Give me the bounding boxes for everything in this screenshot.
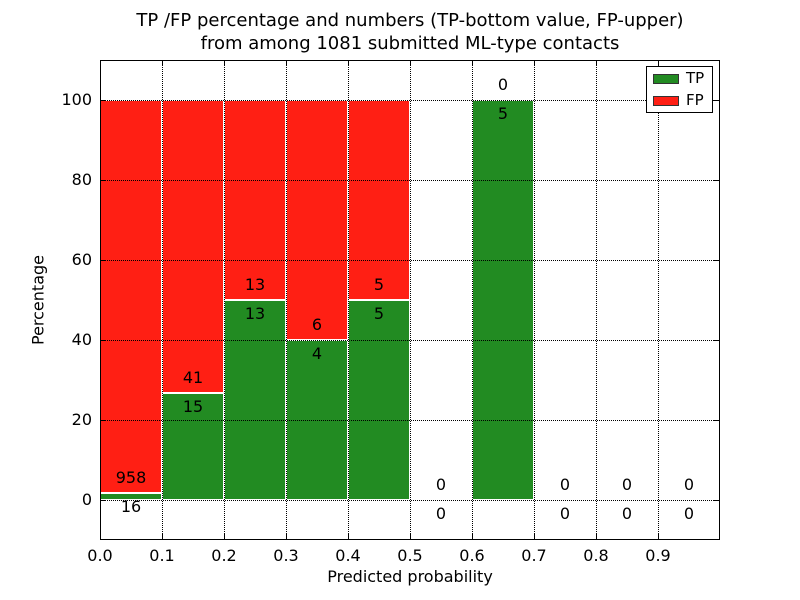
tp-count-label: 0 [435,504,447,523]
fp-bar-segment [286,100,348,340]
y-tick-mark [714,260,720,262]
tp-count-label: 0 [621,504,633,523]
x-axis-label: Predicted probability [327,567,493,586]
y-tick-mark [714,500,720,502]
x-gridline [596,60,597,540]
fp-bar-segment [162,100,224,393]
fp-count-label: 13 [244,275,266,294]
x-tick-mark [596,534,598,540]
tp-count-label: 0 [559,504,571,523]
fp-bar-segment [100,100,162,494]
x-gridline [348,60,349,540]
tp-bar-segment [348,300,410,500]
fp-count-label: 958 [115,468,147,488]
x-tick-mark [534,60,536,66]
x-gridline [472,60,473,540]
y-tick-mark [100,340,106,342]
x-tick-label: 0.3 [273,546,299,565]
fp-count-label: 41 [182,367,204,387]
legend-swatch-tp [653,73,679,84]
x-tick-mark [100,60,102,66]
fp-count-label: 0 [683,475,695,494]
x-tick-mark [410,60,412,66]
y-tick-mark [100,100,106,102]
legend-label: FP [686,91,704,109]
legend: TP FP [646,66,713,113]
x-tick-mark [658,534,660,540]
chart-title-line2: from among 1081 submitted ML-type contac… [200,33,620,54]
x-tick-label: 0.0 [87,546,113,565]
fp-count-label: 5 [373,275,385,294]
x-tick-mark [224,60,226,66]
fp-bar-segment [224,100,286,300]
y-tick-label: 20 [71,410,92,429]
x-tick-mark [100,534,102,540]
x-tick-mark [224,534,226,540]
fp-count-label: 0 [497,75,509,94]
x-gridline [534,60,535,540]
fp-bar-segment [348,100,410,300]
legend-item: FP [653,93,706,108]
x-tick-label: 0.4 [335,546,361,565]
y-tick-mark [714,420,720,422]
y-tick-mark [100,180,106,182]
tp-count-label: 13 [244,304,266,323]
fp-count-label: 0 [621,475,633,494]
x-gridline [658,60,659,540]
x-tick-mark [286,60,288,66]
x-gridline [410,60,411,540]
x-tick-mark [596,60,598,66]
x-tick-mark [348,534,350,540]
tp-count-label: 5 [497,104,509,123]
tp-count-label: 5 [373,304,385,323]
x-tick-mark [410,534,412,540]
y-tick-mark [100,500,106,502]
x-tick-label: 0.6 [459,546,485,565]
legend-label: TP [686,69,705,87]
y-tick-mark [100,420,106,422]
fp-count-label: 6 [311,315,323,334]
chart-title-line1: TP /FP percentage and numbers (TP-bottom… [136,10,684,31]
y-tick-mark [100,260,106,262]
y-tick-label: 0 [81,490,92,509]
tp-count-label: 4 [311,344,323,363]
x-tick-label: 0.1 [149,546,175,565]
y-tick-mark [714,340,720,342]
tp-bar-segment [162,392,224,500]
legend-swatch-fp [653,95,679,106]
x-tick-mark [534,534,536,540]
y-tick-label: 80 [71,170,92,189]
x-tick-label: 0.7 [521,546,547,565]
x-tick-mark [658,60,660,66]
x-tick-label: 0.5 [397,546,423,565]
x-tick-label: 0.9 [645,546,671,565]
x-tick-mark [286,534,288,540]
tp-bar-segment [472,100,534,500]
tp-bar-segment [224,300,286,500]
x-tick-mark [348,60,350,66]
x-tick-mark [162,534,164,540]
x-gridline [162,60,163,540]
x-tick-label: 0.2 [211,546,237,565]
legend-item: TP [653,71,706,86]
tp-count-label: 0 [683,504,695,523]
fp-count-label: 0 [435,475,447,494]
x-gridline [286,60,287,540]
x-tick-mark [472,534,474,540]
x-tick-label: 0.8 [583,546,609,565]
x-tick-mark [162,60,164,66]
fp-count-label: 0 [559,475,571,494]
tp-count-label: 16 [120,497,142,517]
y-tick-mark [714,180,720,182]
y-tick-label: 60 [71,250,92,269]
y-tick-mark [714,100,720,102]
tp-count-label: 15 [182,396,204,416]
plot-area: 958 16 41 15 13 13 6 4 5 5 0 0 0 5 0 0 0 0 0 0 [100,60,720,540]
x-tick-mark [472,60,474,66]
y-tick-label: 40 [71,330,92,349]
y-tick-label: 100 [61,90,92,109]
x-gridline [224,60,225,540]
